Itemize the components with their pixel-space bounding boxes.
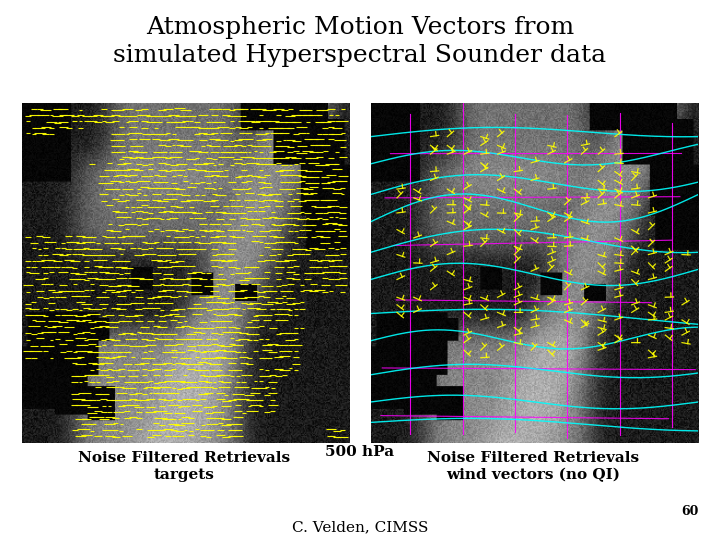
- Text: Atmospheric Motion Vectors from
simulated Hyperspectral Sounder data: Atmospheric Motion Vectors from simulate…: [114, 16, 606, 67]
- Text: 60: 60: [681, 505, 698, 518]
- Text: C. Velden, CIMSS: C. Velden, CIMSS: [292, 521, 428, 535]
- Text: Noise Filtered Retrievals
wind vectors (no QI): Noise Filtered Retrievals wind vectors (…: [427, 451, 639, 483]
- Text: 500 hPa: 500 hPa: [325, 446, 395, 460]
- Text: Noise Filtered Retrievals
targets: Noise Filtered Retrievals targets: [78, 451, 289, 482]
